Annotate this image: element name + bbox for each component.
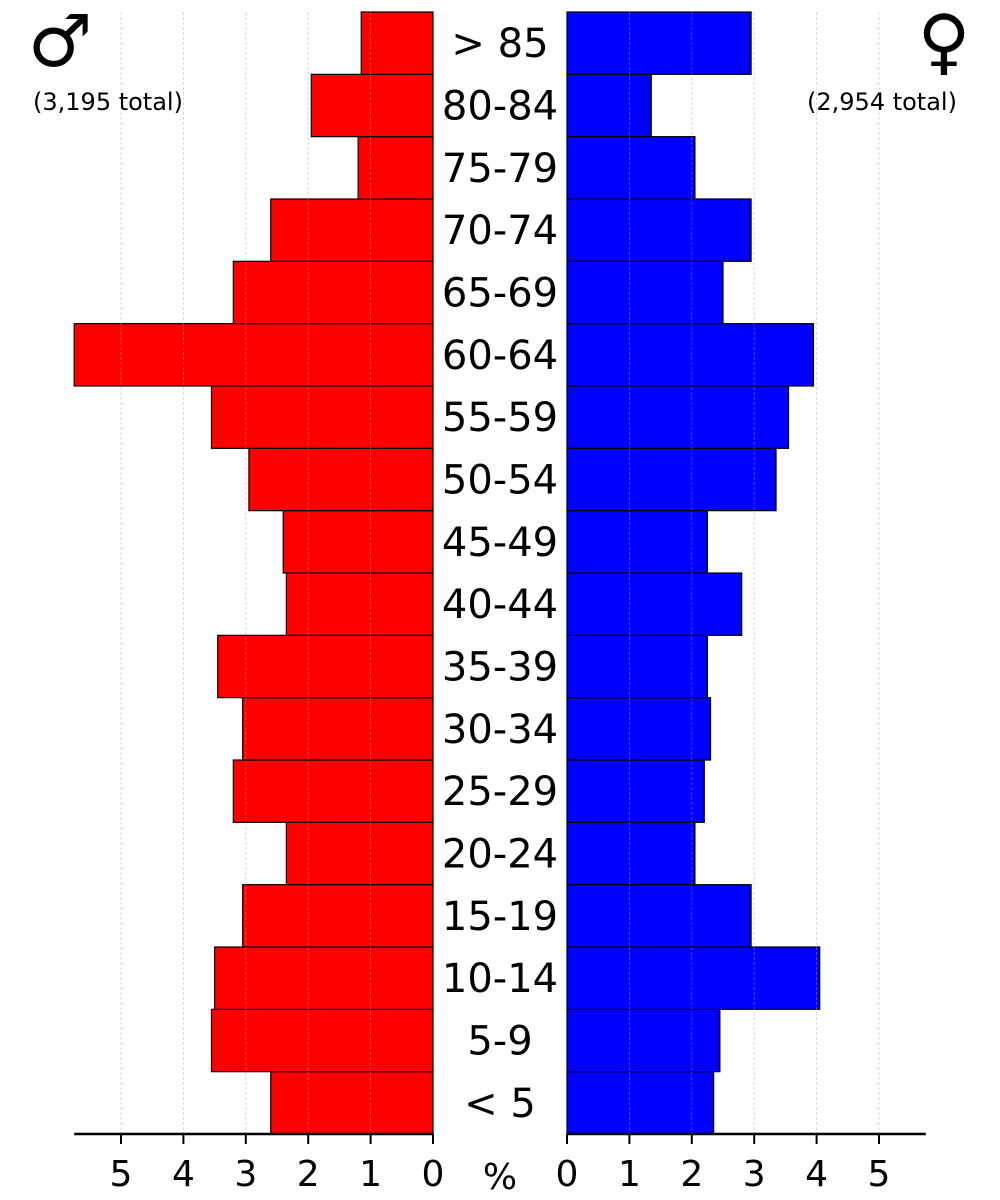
- female-total-label: (2,954 total): [807, 88, 957, 116]
- male-tick-label: 2: [297, 1154, 320, 1195]
- age-group-label: 25-29: [442, 769, 558, 815]
- female-tick-label: 0: [556, 1154, 579, 1195]
- male-bar: [310, 73, 434, 138]
- female-tick-label: 2: [680, 1154, 703, 1195]
- female-bar: [566, 634, 708, 699]
- female-bar: [566, 759, 705, 823]
- female-tick-label: 4: [805, 1154, 828, 1195]
- female-bars: [566, 11, 821, 1135]
- female-tick-label: 3: [743, 1154, 766, 1195]
- female-bar: [566, 510, 708, 574]
- age-group-label: 75-79: [442, 146, 558, 192]
- grid-overlay: [120, 12, 880, 1134]
- male-bar: [360, 11, 434, 75]
- female-bar: [566, 198, 752, 262]
- age-group-label: < 5: [464, 1081, 536, 1127]
- female-bar: [566, 697, 712, 761]
- male-bar: [270, 1071, 434, 1135]
- male-bar: [214, 946, 434, 1010]
- unit-label: %: [483, 1157, 517, 1198]
- female-bar: [566, 260, 724, 325]
- male-bar: [242, 697, 434, 761]
- female-bar: [566, 323, 815, 387]
- male-bar: [232, 260, 434, 325]
- female-bar: [566, 73, 652, 138]
- x-axes: 0 01 12 23 34 45 5: [74, 1132, 926, 1195]
- age-group-label: 30-34: [442, 707, 558, 753]
- male-total-label: (3,195 total): [33, 88, 183, 116]
- female-bar: [566, 385, 790, 449]
- male-bar: [248, 447, 434, 512]
- female-bar: [566, 572, 743, 636]
- male-tick-label: 1: [359, 1154, 382, 1195]
- male-bar: [282, 510, 434, 574]
- female-bar: [566, 136, 696, 200]
- male-bar: [232, 759, 434, 823]
- age-group-label: 60-64: [442, 333, 558, 379]
- female-tick-label: 5: [868, 1154, 891, 1195]
- male-bar: [285, 572, 434, 636]
- age-group-label: 10-14: [442, 956, 558, 1002]
- age-group-label: 45-49: [442, 520, 558, 566]
- female-symbol: ♀: [918, 0, 971, 83]
- age-group-label: 15-19: [442, 894, 558, 940]
- male-tick-label: 0: [422, 1154, 445, 1195]
- male-tick-label: 3: [234, 1154, 257, 1195]
- age-group-label: 55-59: [442, 395, 558, 441]
- female-bar: [566, 1008, 721, 1073]
- age-group-label: 5-9: [467, 1019, 532, 1065]
- female-bar: [566, 884, 752, 948]
- female-bar: [566, 11, 752, 75]
- male-symbol: ♂: [28, 0, 93, 83]
- age-group-label: 20-24: [442, 832, 558, 878]
- male-bar: [270, 198, 434, 262]
- age-group-label: 50-54: [442, 458, 558, 504]
- age-group-label: 65-69: [442, 271, 558, 317]
- female-bar: [566, 821, 696, 886]
- age-group-label: 35-39: [442, 645, 558, 691]
- male-tick-label: 4: [172, 1154, 195, 1195]
- male-bar: [210, 1008, 434, 1073]
- female-tick-label: 1: [618, 1154, 641, 1195]
- female-bar: [566, 447, 777, 512]
- age-group-label: 70-74: [442, 208, 558, 254]
- age-group-label: > 85: [451, 21, 548, 67]
- male-tick-label: 5: [110, 1154, 133, 1195]
- age-group-label: 40-44: [442, 582, 558, 628]
- male-bar: [217, 634, 434, 699]
- female-bar: [566, 946, 821, 1010]
- age-group-labels: < 5 5-9 10-14 15-19 20-24 25-29 30-34 35-39 40-4…: [442, 21, 558, 1127]
- male-bar: [357, 136, 434, 200]
- male-bar: [210, 385, 434, 449]
- male-bar: [73, 323, 434, 387]
- male-bars: [73, 11, 434, 1135]
- male-bar: [242, 884, 434, 948]
- age-group-label: 80-84: [442, 84, 558, 130]
